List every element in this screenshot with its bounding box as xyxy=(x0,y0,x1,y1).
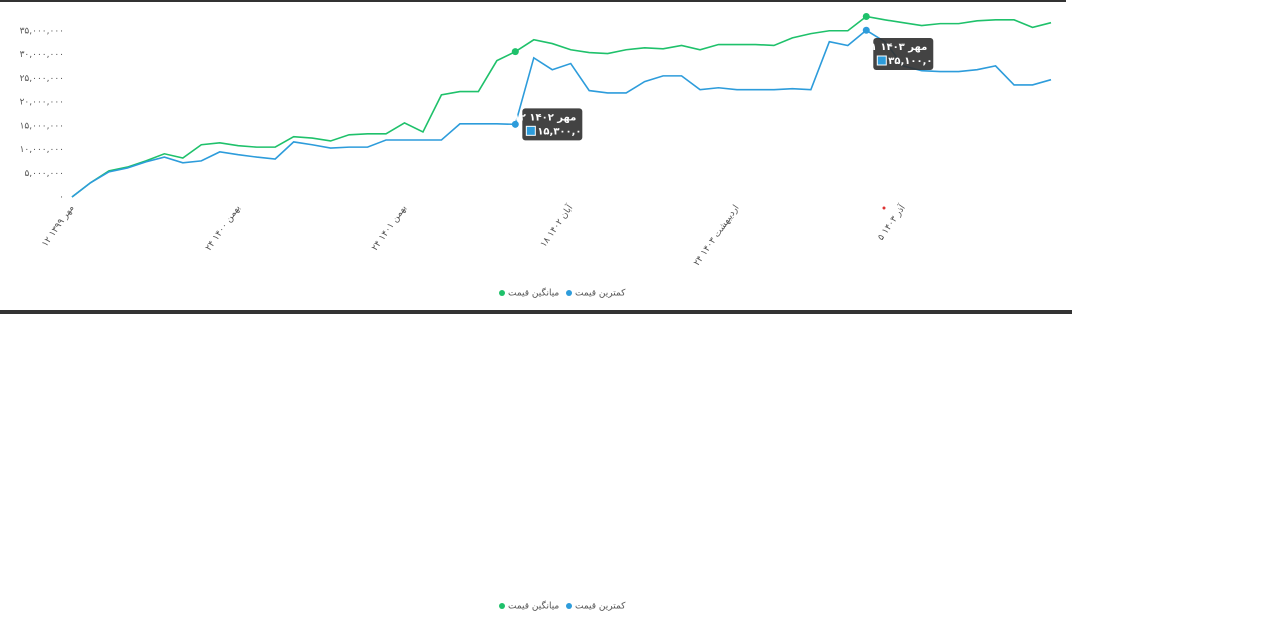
x-tick-label: ۵ آذر ۱۴۰۳ xyxy=(875,202,908,243)
tooltip-swatch xyxy=(525,125,536,136)
y-tick-label: ۱۵,۰۰۰,۰۰۰ xyxy=(20,121,64,131)
y-tick-label: ۲۰,۰۰۰,۰۰۰ xyxy=(20,98,64,108)
highlight-dot xyxy=(511,120,519,128)
legend-label: میانگین قیمت xyxy=(508,600,559,612)
y-tick-label: ۱۰,۰۰۰,۰۰۰ xyxy=(20,145,64,155)
tooltip-value: ۳۵,۱۰۰,۰۰۰ xyxy=(888,56,944,67)
legend-marker xyxy=(499,603,505,609)
tooltip-value: ۱۵,۳۰۰,۰۰۰ xyxy=(537,126,593,137)
highlight-dot xyxy=(862,13,870,20)
x-tick-label: ۱۲ مهر ۱۳۹۹ xyxy=(40,203,76,249)
x-tick-label: ۲۴ بهمن ۱۴۰۰ xyxy=(204,203,243,253)
tooltip-box xyxy=(873,38,934,70)
legend-marker xyxy=(499,290,505,296)
marker-dot xyxy=(882,206,886,210)
tooltip-title: ۲۱ مهر ۱۴۰۳ xyxy=(865,42,928,53)
y-tick-label: ۰ xyxy=(59,193,64,203)
y-tick-label: ۵,۰۰۰,۰۰۰ xyxy=(24,169,64,179)
y-tick-label: ۲۵,۰۰۰,۰۰۰ xyxy=(20,74,64,84)
tooltip-box xyxy=(522,108,583,141)
x-tick-label: ۱۸ آبان ۱۴۰۲ xyxy=(537,202,575,250)
bottom-border xyxy=(0,310,1072,314)
y-tick-label: ۳۵,۰۰۰,۰۰۰ xyxy=(20,26,64,36)
y-tick-label: ۳۰,۰۰۰,۰۰۰ xyxy=(20,50,64,60)
legend-marker xyxy=(566,603,572,609)
legend-marker xyxy=(566,290,572,296)
highlight-dot xyxy=(862,26,870,34)
x-tick-label: ۲۴ بهمن ۱۴۰۱ xyxy=(370,203,409,253)
series-line xyxy=(71,15,1052,198)
x-tick-label: ۲۴ اردیبهشت ۱۴۰۳ xyxy=(692,203,741,268)
tooltip-title: ۱۲ مهر ۱۴۰۲ xyxy=(514,112,577,123)
highlight-dot xyxy=(511,48,519,56)
top-border xyxy=(0,0,1066,2)
legend-label: میانگین قیمت xyxy=(508,287,559,299)
tooltip-swatch xyxy=(876,55,887,66)
legend-label: کمترین قیمت xyxy=(575,602,626,612)
legend-label: کمترین قیمت xyxy=(575,289,626,299)
